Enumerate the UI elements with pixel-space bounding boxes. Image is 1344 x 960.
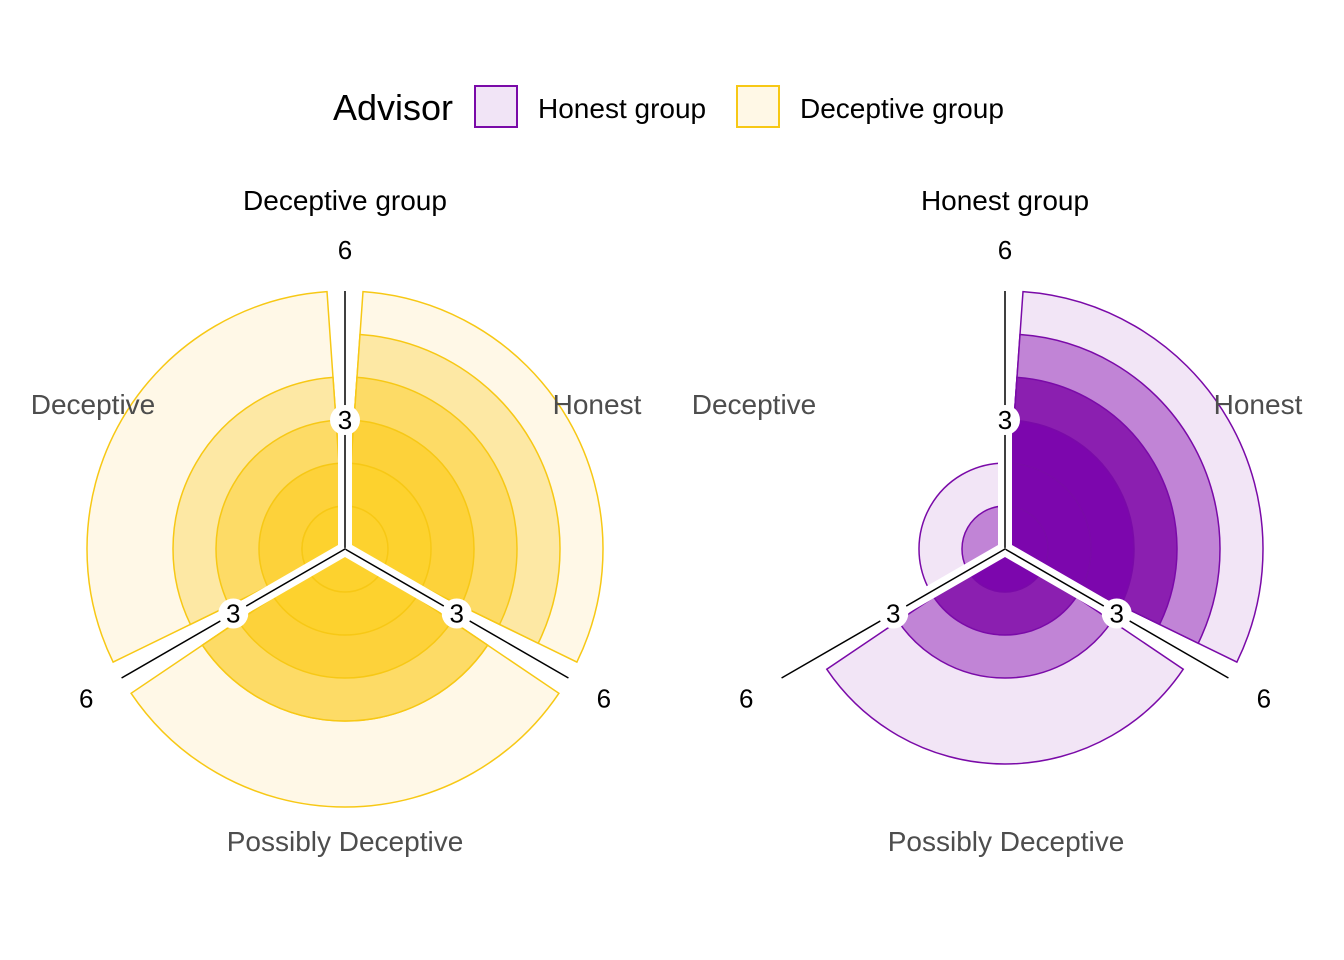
legend: Advisor Honest group Deceptive group	[333, 85, 1004, 128]
legend-label-honest-group: Honest group	[538, 93, 706, 124]
category-label-deceptive: Deceptive	[692, 389, 817, 420]
tick-label-bg-deceptive-3	[878, 598, 909, 629]
legend-label-deceptive-group: Deceptive group	[800, 93, 1004, 124]
category-label-honest: Honest	[553, 389, 642, 420]
legend-key-honest-group	[474, 85, 518, 128]
tick-label-bg-honest-3	[330, 405, 360, 435]
tick-label-deceptive-6: 6	[739, 683, 753, 713]
tick-label-possibly-deceptive-6: 6	[597, 683, 611, 713]
panel-honest-group: 3 6 3 6 3 6	[731, 235, 1279, 765]
category-label-possibly-deceptive: Possibly Deceptive	[227, 826, 464, 857]
panel-deceptive-group: 3 6 3 6 3 6	[71, 235, 619, 808]
tick-label-bg-deceptive-6	[71, 683, 102, 714]
tick-label-bg-deceptive-3	[218, 598, 249, 629]
panel-title-honest-group: Honest group	[921, 185, 1089, 216]
tick-label-possibly-deceptive-3: 3	[449, 599, 463, 629]
tick-label-bg-honest-3	[990, 405, 1020, 435]
tick-label-honest-3: 3	[338, 405, 352, 435]
tick-label-bg-possibly-deceptive-3	[1101, 598, 1132, 629]
tick-label-bg-deceptive-6	[731, 683, 762, 714]
tick-label-possibly-deceptive-6: 6	[1257, 683, 1271, 713]
legend-key-deceptive-group	[736, 85, 780, 128]
tick-label-deceptive-6: 6	[79, 683, 93, 713]
tick-label-honest-3: 3	[998, 405, 1012, 435]
tick-label-bg-possibly-deceptive-3	[441, 598, 472, 629]
legend-title: Advisor	[333, 87, 453, 128]
sector-deceptive-group-possibly-deceptive-level-6	[308, 548, 382, 593]
tick-label-possibly-deceptive-3: 3	[1109, 599, 1123, 629]
tick-label-bg-possibly-deceptive-6	[588, 683, 619, 714]
category-labels: Deceptive Honest Possibly Deceptive Dece…	[31, 389, 1303, 857]
tick-label-honest-6: 6	[998, 235, 1012, 265]
tick-label-deceptive-3: 3	[226, 599, 240, 629]
category-label-deceptive: Deceptive	[31, 389, 156, 420]
panel-title-deceptive-group: Deceptive group	[243, 185, 447, 216]
category-label-honest: Honest	[1214, 389, 1303, 420]
tick-label-honest-6: 6	[338, 235, 352, 265]
tick-label-bg-honest-6	[330, 235, 360, 266]
tick-label-bg-possibly-deceptive-6	[1248, 683, 1279, 714]
category-label-possibly-deceptive: Possibly Deceptive	[888, 826, 1125, 857]
tick-label-bg-honest-6	[990, 235, 1020, 266]
tick-label-deceptive-3: 3	[886, 599, 900, 629]
sector-honest-group-possibly-deceptive-level-4	[968, 548, 1042, 593]
